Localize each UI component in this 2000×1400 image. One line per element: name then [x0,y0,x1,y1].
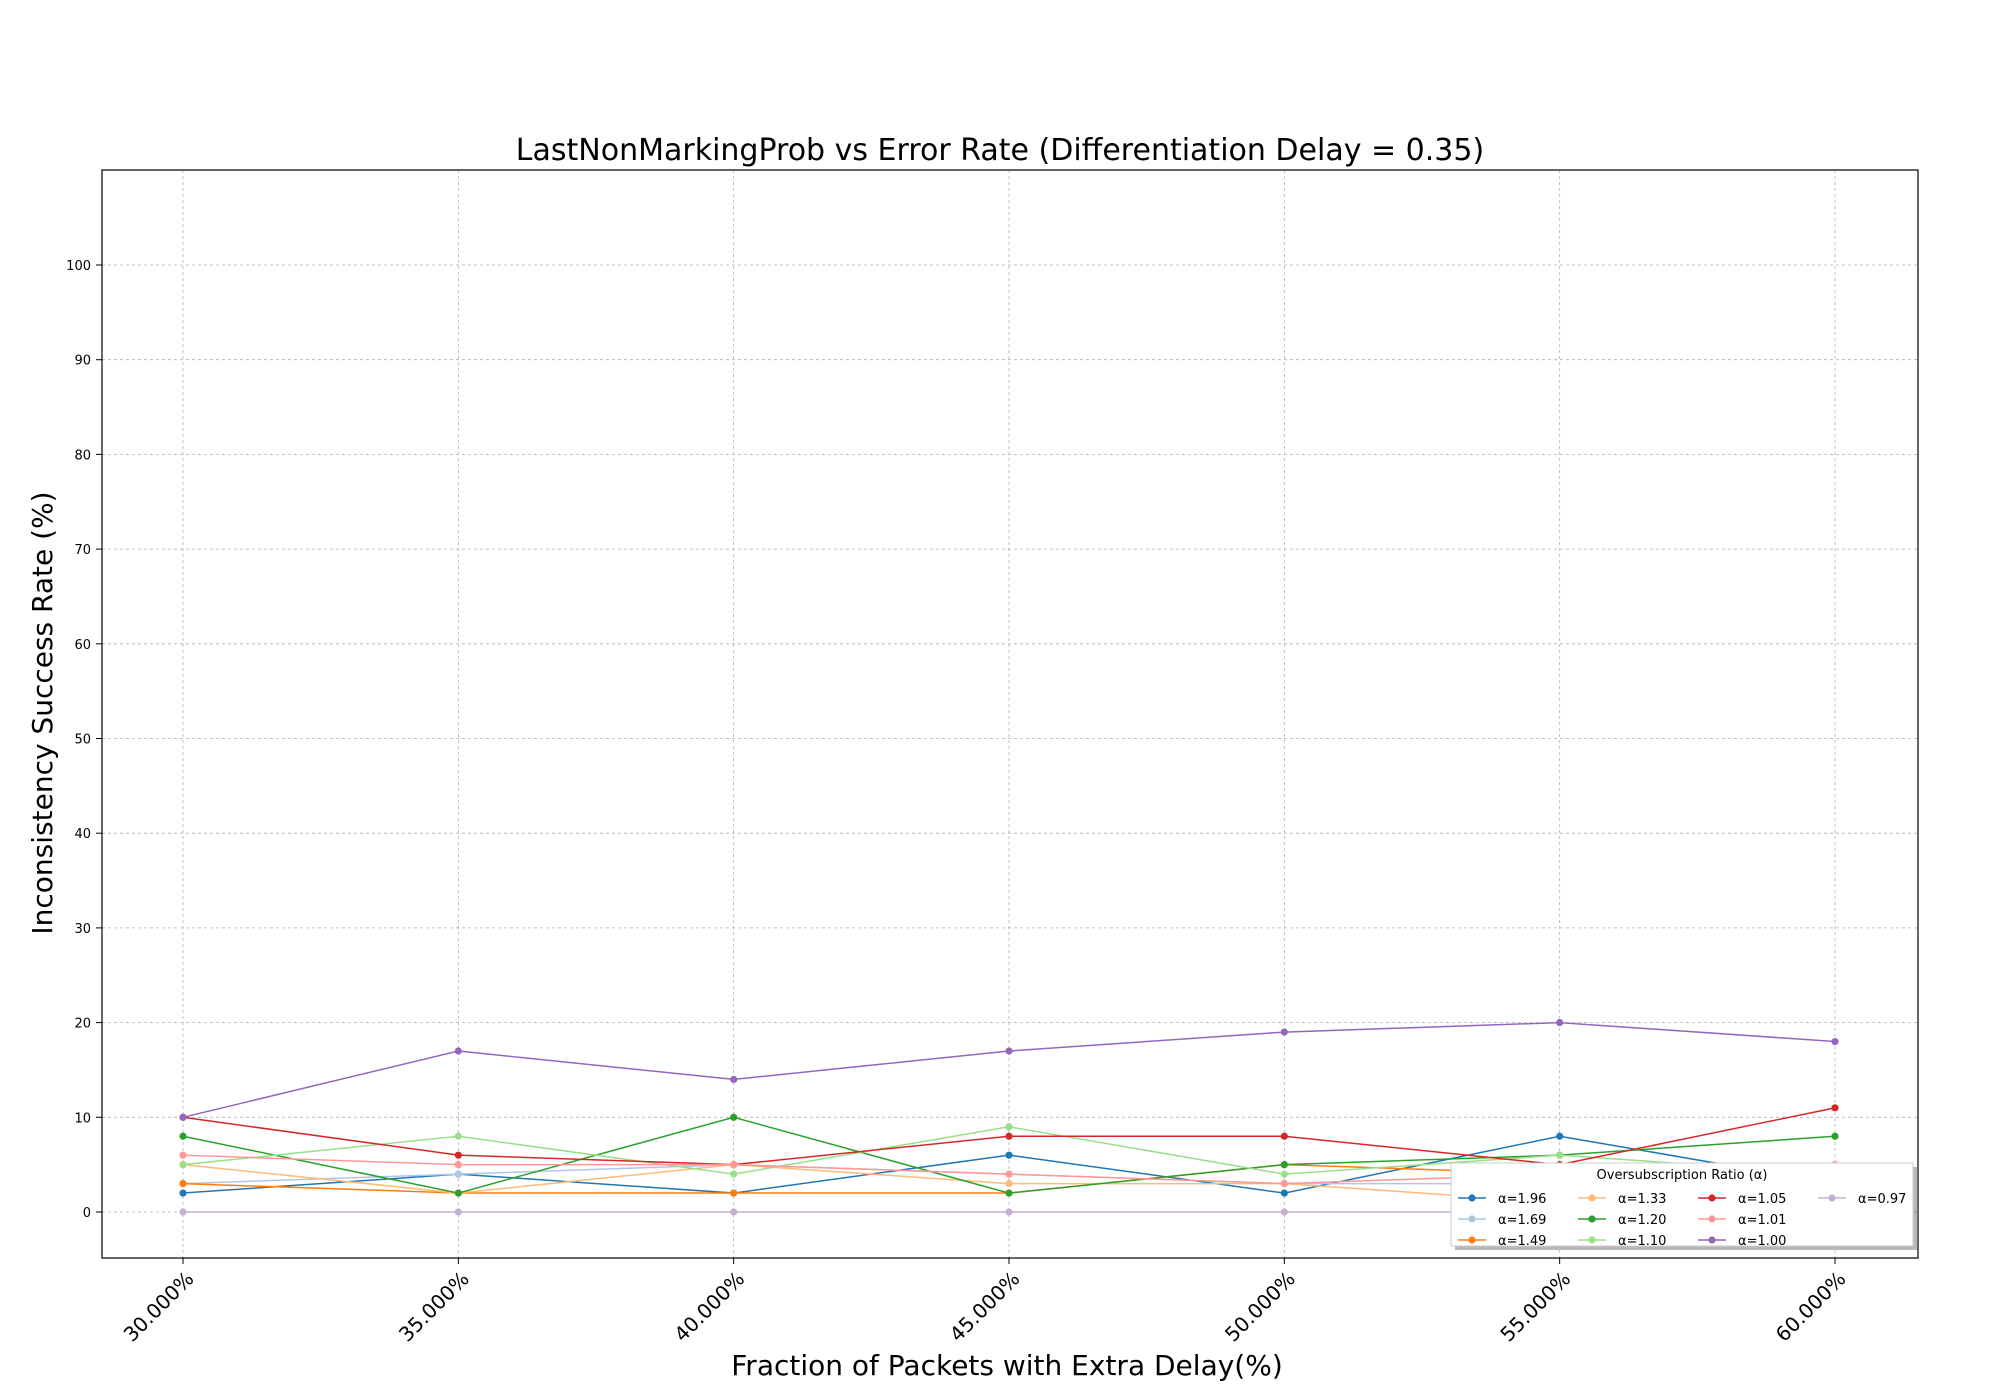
legend-item: α=1.01 [1698,1213,1786,1228]
data-point [730,1208,738,1216]
data-point [730,1161,738,1169]
data-point [1005,1189,1013,1197]
series-α=1.00 [179,1019,1839,1121]
legend-label: α=1.10 [1618,1234,1666,1249]
data-point [179,1151,187,1159]
legend-label: α=1.69 [1498,1213,1546,1228]
data-point [730,1170,738,1178]
legend-label: α=0.97 [1858,1192,1906,1207]
data-point [1280,1208,1288,1216]
legend-item: α=1.05 [1698,1192,1786,1207]
y-tick-label: 70 [74,543,91,558]
data-point [1556,1132,1564,1140]
legend-item: α=1.49 [1458,1234,1546,1249]
legend-item: α=1.00 [1698,1234,1786,1249]
legend-items: α=1.96 α=1.69 α=1.49 α=1.33 α=1.20 α=1.10 α=1.… [1458,1192,1906,1249]
y-tick-label: 40 [74,827,91,842]
legend-box [1450,1162,1914,1247]
data-point [179,1161,187,1169]
legend-label: α=1.20 [1618,1213,1666,1228]
grid [102,170,1918,1258]
data-point [454,1047,462,1055]
chart-title: LastNonMarkingProb vs Error Rate (Differ… [516,133,1484,168]
legend-label: α=1.49 [1498,1234,1546,1249]
y-tick-label: 30 [74,922,91,937]
legend-marker [1468,1194,1476,1202]
plot-frame [101,169,1919,1259]
data-point [1280,1132,1288,1140]
data-point [454,1151,462,1159]
y-axis-ticks: 0 10 20 30 40 50 60 70 80 90 100 [66,259,102,1221]
data-point [454,1132,462,1140]
y-tick-label: 100 [66,259,91,274]
data-point [1556,1019,1564,1027]
data-point [1280,1028,1288,1036]
data-point [1280,1161,1288,1169]
y-tick-label: 10 [74,1111,91,1126]
legend-marker [1708,1236,1716,1244]
legend-marker [1588,1194,1596,1202]
legend-marker [1708,1215,1716,1223]
legend-item: α=0.97 [1818,1192,1906,1207]
legend-item: α=1.33 [1578,1192,1666,1207]
data-point [1005,1047,1013,1055]
data-point [179,1189,187,1197]
data-point [454,1170,462,1178]
data-point [730,1113,738,1121]
data-point [179,1132,187,1140]
y-axis-label: Inconsistency Success Rate (%) [26,491,59,934]
data-point [1831,1132,1839,1140]
y-tick-label: 20 [74,1017,91,1032]
data-point [1005,1179,1013,1188]
legend-marker [1828,1194,1836,1202]
y-tick-label: 90 [74,354,91,369]
legend-marker [1588,1215,1596,1223]
data-point [1556,1151,1564,1159]
data-point [1005,1132,1013,1140]
x-axis-label: Fraction of Packets with Extra Delay(%) [731,1349,1283,1382]
data-point [1005,1208,1013,1216]
legend: Oversubscription Ratio (α) α=1.96α=1.69α… [1450,1162,1917,1250]
legend-marker [1708,1194,1716,1202]
data-point [179,1113,187,1121]
data-point [454,1189,462,1197]
data-point [1831,1037,1839,1046]
legend-item: α=1.20 [1578,1213,1666,1228]
legend-marker [1588,1236,1596,1244]
data-point [1005,1123,1013,1131]
legend-label: α=1.33 [1618,1192,1666,1207]
legend-label: α=1.96 [1498,1192,1546,1207]
data-point [454,1161,462,1169]
data-point [179,1208,187,1216]
data-point [730,1189,738,1197]
data-point [454,1208,462,1216]
series-α=1.10 [179,1123,1839,1178]
legend-label: α=1.05 [1738,1192,1786,1207]
data-point [1005,1170,1013,1178]
y-tick-label: 80 [74,448,91,463]
y-tick-label: 60 [74,638,91,653]
y-tick-label: 50 [74,733,91,748]
data-point [1280,1170,1288,1178]
legend-title: Oversubscription Ratio (α) [1597,1168,1768,1183]
data-point [1005,1151,1013,1159]
legend-marker [1468,1236,1476,1244]
legend-item: α=1.10 [1578,1234,1666,1249]
data-point [1831,1104,1839,1112]
data-point [1280,1189,1288,1197]
legend-item: α=1.69 [1458,1213,1546,1228]
data-point [730,1075,738,1084]
legend-label: α=1.01 [1738,1213,1786,1228]
y-tick-label: 0 [83,1206,91,1221]
data-point [179,1179,187,1188]
data-point [1280,1179,1288,1188]
legend-label: α=1.00 [1738,1234,1786,1249]
legend-marker [1468,1215,1476,1223]
legend-item: α=1.96 [1458,1192,1546,1207]
